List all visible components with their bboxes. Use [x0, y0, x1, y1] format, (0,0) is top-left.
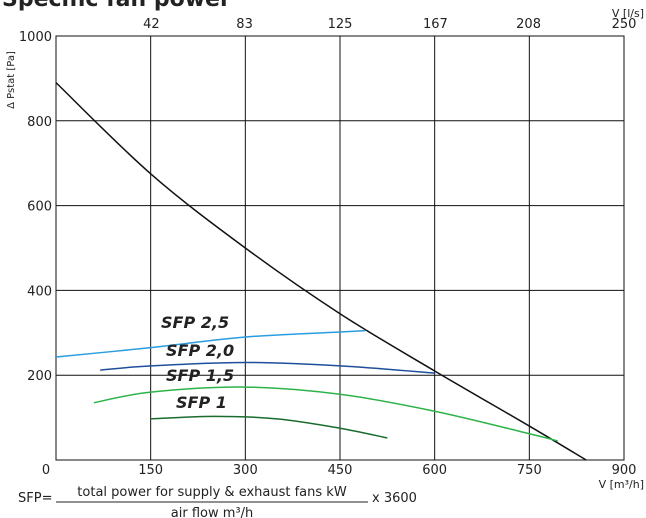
series-line [150, 415, 388, 439]
series-label: SFP 2,5 [161, 313, 229, 332]
chart-title: Specific fan power [2, 0, 231, 12]
x-tick-label: 450 [328, 463, 353, 478]
x2-tick-label: 42 [143, 17, 160, 32]
y-tick-label: 1000 [19, 30, 52, 45]
x2-tick-label: 167 [423, 17, 448, 32]
x2-tick-label: 125 [328, 17, 353, 32]
formula-numerator: total power for supply & exhaust fans kW [77, 485, 347, 500]
formula-denominator: air flow m³/h [171, 506, 253, 518]
y-tick-label: 400 [27, 284, 52, 299]
series-line [93, 386, 558, 442]
x-tick-label: 300 [233, 463, 258, 478]
x2-tick-label: 208 [516, 17, 541, 32]
x-tick-label: 900 [612, 463, 637, 478]
x-axis-label: V [m³/h] [599, 478, 644, 491]
y-tick-label: 800 [27, 115, 52, 130]
x2-tick-label: 250 [612, 17, 637, 32]
series-line [55, 82, 587, 461]
y-tick-label: 200 [27, 369, 52, 384]
x2-tick-label: 83 [236, 17, 253, 32]
x-tick-label: 0 [42, 463, 50, 478]
series-label: SFP 2,0 [166, 341, 234, 360]
y-tick-label: 600 [27, 200, 52, 215]
series-label: SFP 1,5 [166, 366, 234, 385]
formula-suffix: x 3600 [372, 491, 417, 506]
formula-prefix: SFP= [18, 491, 52, 506]
x-tick-label: 600 [422, 463, 447, 478]
x-tick-label: 750 [517, 463, 542, 478]
series-line [100, 361, 435, 374]
y-axis-label: Δ Pstat [Pa] [6, 51, 17, 109]
x-tick-label: 150 [138, 463, 163, 478]
series-line [55, 329, 366, 358]
x2-axis-label: V [l/s] [612, 7, 644, 20]
series-label: SFP 1 [176, 393, 227, 412]
